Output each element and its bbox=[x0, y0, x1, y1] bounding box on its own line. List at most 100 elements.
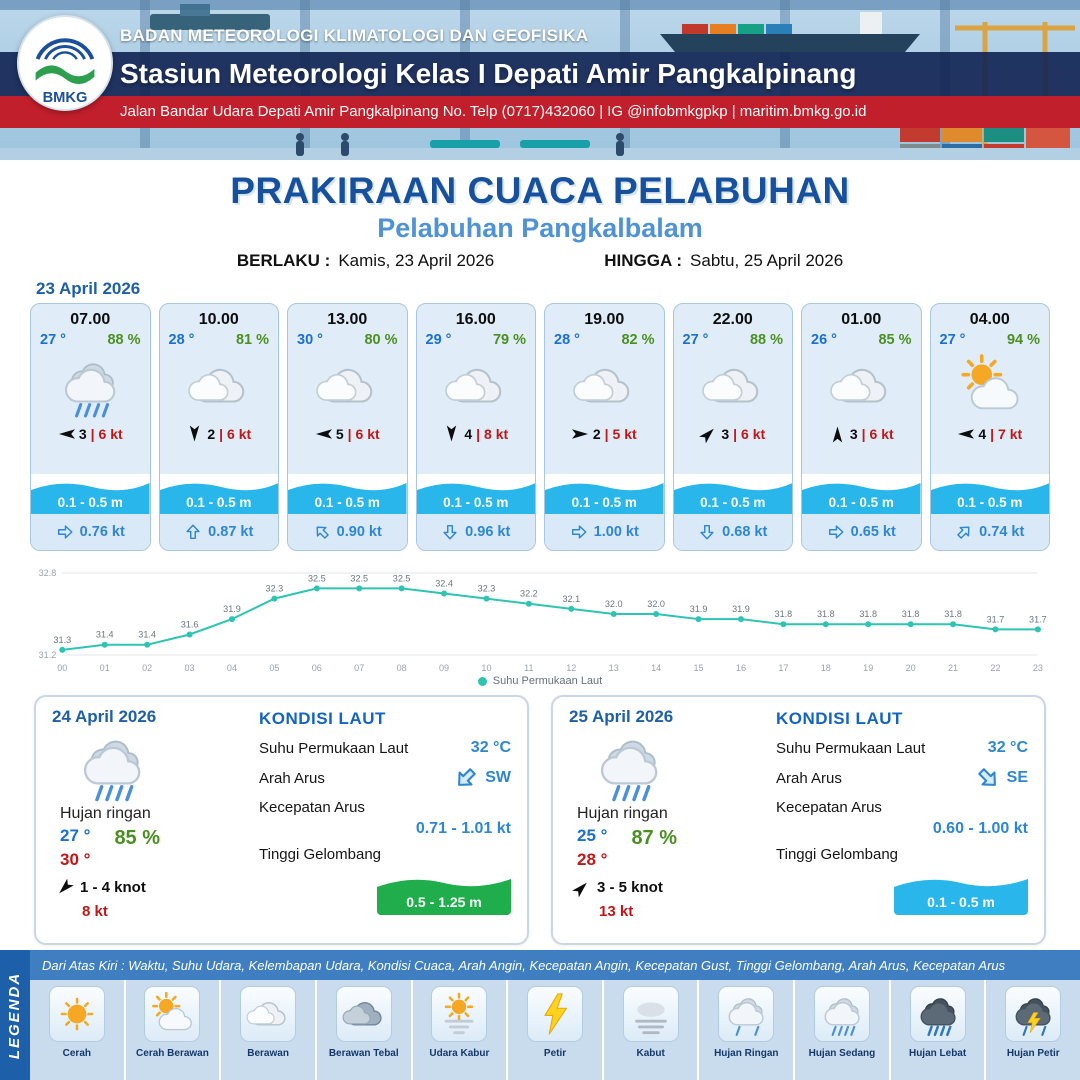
svg-text:31.8: 31.8 bbox=[775, 609, 793, 619]
time-label: 07.00 bbox=[70, 311, 111, 328]
wind-gust: 6 kt bbox=[227, 426, 252, 442]
legend-item-label: Hujan Lebat bbox=[908, 1048, 967, 1059]
humidity: 81 % bbox=[235, 332, 269, 348]
wind-speed: 3 bbox=[78, 426, 87, 442]
wind-direction-icon bbox=[957, 428, 975, 440]
fog-icon bbox=[622, 986, 679, 1042]
forecast-card: 04.00 27 ° 94 % 4 | 7 kt 0.1 - 0.5 m 0.7… bbox=[929, 303, 1050, 551]
time-label: 10.00 bbox=[198, 311, 239, 328]
time-label: 13.00 bbox=[327, 311, 368, 328]
wind-gust: 6 kt bbox=[355, 426, 380, 442]
svg-text:32.5: 32.5 bbox=[393, 573, 411, 583]
wind-direction-icon bbox=[571, 877, 592, 898]
current-speed-label: Kecepatan Arus bbox=[259, 799, 365, 816]
temperature: 26 ° bbox=[811, 332, 837, 348]
time-label: 19.00 bbox=[584, 311, 625, 328]
wind-speed: 3 bbox=[849, 426, 858, 442]
current-speed: 0.65 kt bbox=[850, 524, 896, 540]
svg-text:32.8: 32.8 bbox=[39, 568, 57, 578]
daily-forecast-box: 24 April 2026 Hujan ringan 27 ° 30 ° 85 … bbox=[34, 695, 529, 945]
wind-speed: 2 bbox=[207, 426, 216, 442]
humidity: 94 % bbox=[1006, 332, 1040, 348]
svg-text:32.2: 32.2 bbox=[520, 589, 538, 599]
wave-height-band: 0.1 - 0.5 m bbox=[288, 474, 407, 514]
current-speed: 0.90 kt bbox=[336, 524, 382, 540]
weather-icon bbox=[68, 729, 156, 803]
temp-min: 25 ° bbox=[577, 826, 608, 845]
svg-text:10: 10 bbox=[481, 663, 491, 673]
svg-text:32.5: 32.5 bbox=[350, 573, 368, 583]
port-name: Pelabuhan Pangkalbalam bbox=[377, 213, 703, 243]
humidity: 79 % bbox=[492, 332, 526, 348]
time-label: 01.00 bbox=[841, 311, 882, 328]
weather-icon bbox=[585, 729, 673, 803]
wind-speed: 4 bbox=[978, 426, 987, 442]
svg-text:23: 23 bbox=[1033, 663, 1043, 673]
legend-item-label: Cerah bbox=[62, 1048, 91, 1059]
svg-text:31.4: 31.4 bbox=[96, 630, 114, 640]
svg-text:19: 19 bbox=[863, 663, 873, 673]
separator: | bbox=[90, 426, 95, 442]
svg-text:31.6: 31.6 bbox=[181, 620, 199, 630]
temp-max: 28 ° bbox=[577, 850, 608, 869]
wind-direction-icon bbox=[315, 428, 332, 440]
separator: | bbox=[604, 426, 609, 442]
daily-forecast-row: 24 April 2026 Hujan ringan 27 ° 30 ° 85 … bbox=[0, 687, 1080, 945]
current-direction-icon bbox=[570, 523, 588, 541]
svg-text:14: 14 bbox=[651, 663, 661, 673]
svg-text:06: 06 bbox=[312, 663, 322, 673]
legend-item-label: Cerah Berawan bbox=[136, 1048, 209, 1059]
legend-item: Berawan bbox=[221, 980, 317, 1080]
svg-text:05: 05 bbox=[269, 663, 279, 673]
sst-label: Suhu Permukaan Laut bbox=[776, 739, 926, 757]
temperature: 28 ° bbox=[554, 332, 580, 348]
lightning-icon bbox=[527, 986, 584, 1042]
legend-item: Petir bbox=[508, 980, 604, 1080]
sun-icon bbox=[48, 986, 105, 1042]
weather-icon bbox=[802, 348, 921, 424]
svg-text:07: 07 bbox=[354, 663, 364, 673]
separator: | bbox=[990, 426, 995, 442]
temperature: 28 ° bbox=[168, 332, 195, 348]
wind-direction-icon bbox=[831, 426, 843, 443]
svg-text:08: 08 bbox=[397, 663, 407, 673]
legend-strip-label: LEGENDA bbox=[6, 971, 24, 1059]
separator: | bbox=[219, 426, 224, 442]
berlaku-label: BERLAKU : bbox=[236, 251, 331, 270]
humidity: 88 % bbox=[107, 332, 141, 348]
current-direction-icon bbox=[56, 523, 74, 541]
svg-text:31.9: 31.9 bbox=[732, 604, 750, 614]
temp-max: 30 ° bbox=[60, 850, 91, 869]
wave-height-band: 0.1 - 0.5 m bbox=[545, 474, 664, 514]
forecast-date: 23 April 2026 bbox=[36, 279, 141, 298]
wind-gust: 6 kt bbox=[98, 426, 123, 442]
forecast-card: 01.00 26 ° 85 % 3 | 6 kt 0.1 - 0.5 m 0.6… bbox=[801, 303, 922, 551]
wind-speed: 3 bbox=[721, 426, 730, 442]
svg-text:31.7: 31.7 bbox=[987, 614, 1005, 624]
current-direction-icon bbox=[184, 523, 202, 541]
thunderstorm-icon bbox=[1005, 986, 1062, 1042]
series-name: Suhu Permukaan Laut bbox=[492, 675, 603, 687]
legend-item: Udara Kabur bbox=[413, 980, 509, 1080]
legend-item: Hujan Sedang bbox=[795, 980, 891, 1080]
haze-icon bbox=[431, 986, 488, 1042]
svg-text:20: 20 bbox=[906, 663, 916, 673]
wind-range: 1 - 4 knot bbox=[80, 879, 146, 896]
separator: | bbox=[861, 426, 866, 442]
legend-item: Cerah Berawan bbox=[126, 980, 222, 1080]
wind-speed: 5 bbox=[335, 426, 344, 442]
light-rain-icon bbox=[718, 986, 775, 1042]
wind-gust: 8 kt bbox=[82, 903, 108, 920]
forecast-card: 10.00 28 ° 81 % 2 | 6 kt 0.1 - 0.5 m 0.8… bbox=[158, 303, 279, 551]
forecast-card: 22.00 27 ° 88 % 3 | 6 kt 0.1 - 0.5 m 0.6… bbox=[672, 303, 793, 551]
sea-condition-title: KONDISI LAUT bbox=[259, 709, 386, 728]
wind-direction-icon bbox=[699, 424, 720, 445]
svg-text:31.9: 31.9 bbox=[690, 604, 708, 614]
separator: | bbox=[347, 426, 352, 442]
separator: | bbox=[476, 426, 481, 442]
legend-item-label: Berawan Tebal bbox=[328, 1048, 399, 1059]
wave-height-badge: 0.1 - 0.5 m bbox=[894, 871, 1028, 915]
condition-label: Hujan ringan bbox=[60, 805, 151, 822]
wind-gust: 6 kt bbox=[741, 426, 766, 442]
